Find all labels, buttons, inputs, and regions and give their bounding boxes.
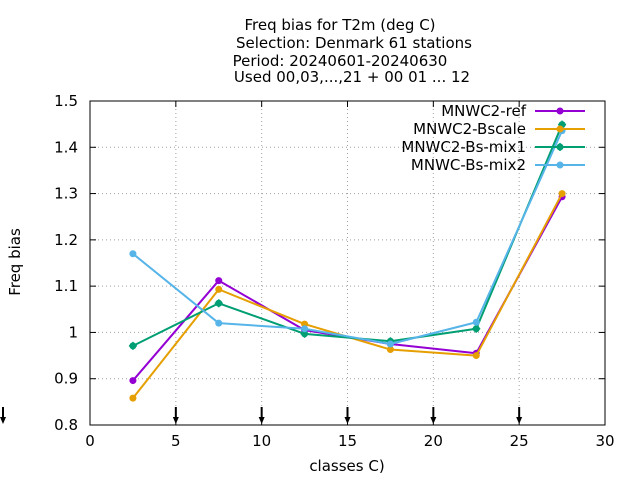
data-point [129,394,137,402]
legend-label: MNWC2-Bs-mix1 [401,138,526,156]
chart-title: Freq bias for T2m (deg C) Selection: Den… [233,16,473,86]
series-line [132,130,563,345]
y-tick-label: 0.8 [54,416,78,434]
legend-entry: MNWC-Bs-mix2 [411,156,585,174]
bottom-arrow-head [430,417,437,424]
legend-entry: MNWC2-Bscale [413,120,585,138]
x-tick-label: 20 [424,432,443,450]
x-tick-label: 10 [252,432,271,450]
data-point [558,190,566,198]
legend-marker [556,143,564,151]
title-line-1: Freq bias for T2m (deg C) [244,16,435,34]
y-tick-label: 1.5 [54,92,78,110]
data-point [215,319,223,327]
data-point [386,346,394,354]
bottom-arrow-head [258,417,265,424]
bottom-arrow-head [516,417,523,424]
bottom-arrow-head [0,417,6,424]
data-point [215,285,223,293]
data-series [128,120,567,402]
x-tick-label: 5 [171,432,181,450]
title-line-3: Period: 20240601-20240630 [233,52,448,70]
title-line-4: Used 00,03,...,21 + 00 01 ... 12 [234,68,470,86]
legend-entry: MNWC2-ref [441,102,585,120]
y-tick-label: 1.3 [54,185,78,203]
y-tick-label: 0.9 [54,370,78,388]
title-line-2: Selection: Denmark 61 stations [236,34,472,52]
legend-marker [556,125,564,133]
data-point [301,325,309,333]
y-tick-label: 1.2 [54,231,78,249]
x-tick-label: 25 [510,432,529,450]
bottom-arrow-head [344,417,351,424]
data-point [386,340,394,348]
data-point [214,299,223,308]
y-tick-label: 1 [68,323,78,341]
bottom-arrow-head [172,417,179,424]
x-tick-label: 0 [85,432,95,450]
x-tick-label: 30 [595,432,614,450]
legend: MNWC2-refMNWC2-BscaleMNWC2-Bs-mix1MNWC-B… [401,102,585,174]
legend-label: MNWC2-ref [441,102,526,120]
legend-entry: MNWC2-Bs-mix1 [401,138,585,156]
y-tick-label: 1.4 [54,138,78,156]
data-point [129,250,137,258]
legend-marker [556,161,564,169]
x-axis-label: classes C) [309,457,384,475]
data-point [215,277,223,285]
legend-label: MNWC-Bs-mix2 [411,156,526,174]
data-point [472,352,480,360]
data-point [472,318,480,326]
y-axis-label: Freq bias [6,228,24,296]
y-tick-label: 1.1 [54,277,78,295]
legend-label: MNWC2-Bscale [413,120,526,138]
legend-marker [556,107,564,115]
axes: 0 5 10 15 20 25 30 0.8 0.9 1 1.1 1.2 1.3 1.4 1.5 [0,92,615,450]
data-point [128,341,137,350]
data-point [472,324,481,333]
data-point [129,377,137,385]
x-tick-label: 15 [338,432,357,450]
